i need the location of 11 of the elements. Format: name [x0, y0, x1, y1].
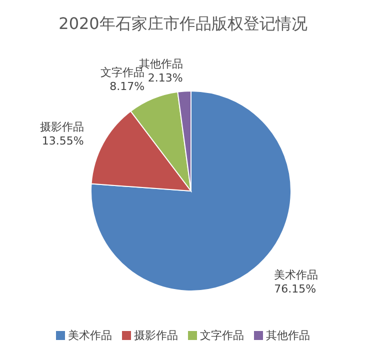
- data-label: 2.13%: [148, 71, 183, 84]
- legend-label: 美术作品: [67, 328, 112, 343]
- legend-label: 文字作品: [199, 328, 244, 343]
- legend-label: 其他作品: [265, 328, 310, 343]
- legend-label: 摄影作品: [133, 328, 178, 343]
- data-label: 76.15%: [274, 282, 316, 296]
- data-label: 8.17%: [110, 80, 145, 94]
- slice-label: 摄影作品: [40, 120, 84, 134]
- chart-title: 2020年石家庄市作品版权登记情况: [58, 13, 308, 35]
- data-label: 13.55%: [42, 134, 84, 148]
- slice-label: 美术作品: [274, 268, 318, 282]
